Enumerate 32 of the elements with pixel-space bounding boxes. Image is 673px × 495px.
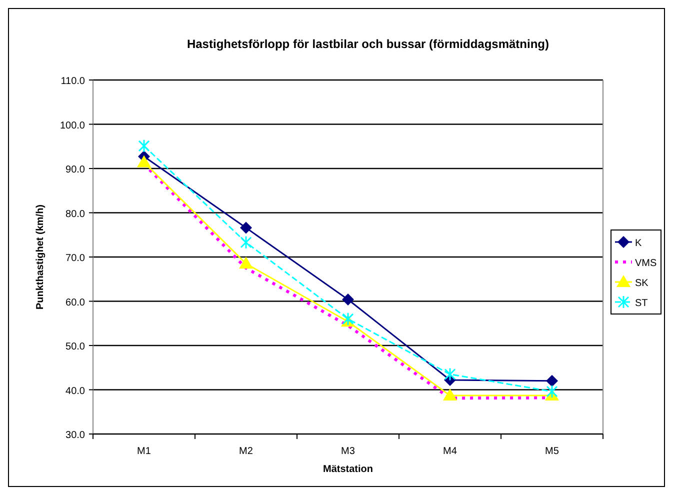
point <box>240 222 252 234</box>
y-tick-label: 100.0 <box>60 120 86 132</box>
point <box>342 293 354 306</box>
x-tick-label: M1 <box>137 446 152 457</box>
y-axis-title: Punkthastighet (km/h) <box>35 204 46 310</box>
y-tick-label: 50.0 <box>66 342 86 352</box>
point <box>444 368 456 382</box>
legend-label: ST <box>635 298 648 309</box>
x-tick-label: M4 <box>443 446 458 457</box>
y-tick-label: 90.0 <box>66 164 86 176</box>
legend-label: VMS <box>635 258 657 269</box>
point <box>138 139 150 153</box>
legend-label: SK <box>635 278 649 289</box>
x-axis-title: Mätstation <box>323 464 373 475</box>
y-tick-label: 40.0 <box>66 386 86 397</box>
y-tick-label: 70.0 <box>66 253 86 264</box>
chart-title: Hastighetsförlopp för lastbilar och bussar (förmiddagsmätning) <box>186 37 550 51</box>
point <box>443 388 457 401</box>
x-tick-label: M5 <box>545 446 560 457</box>
point <box>546 374 558 387</box>
point <box>342 312 354 326</box>
y-tick-label: 80.0 <box>66 208 86 220</box>
x-tick-label: M3 <box>341 446 356 457</box>
x-tick-label: M2 <box>239 446 254 457</box>
point <box>239 256 253 269</box>
y-tick-label: 60.0 <box>66 297 86 308</box>
point <box>137 155 151 168</box>
y-tick-label: 110.0 <box>60 76 86 87</box>
y-tick-label: 30.0 <box>66 430 86 441</box>
legend-label: K <box>635 238 642 249</box>
point <box>240 236 252 250</box>
point <box>546 384 558 398</box>
